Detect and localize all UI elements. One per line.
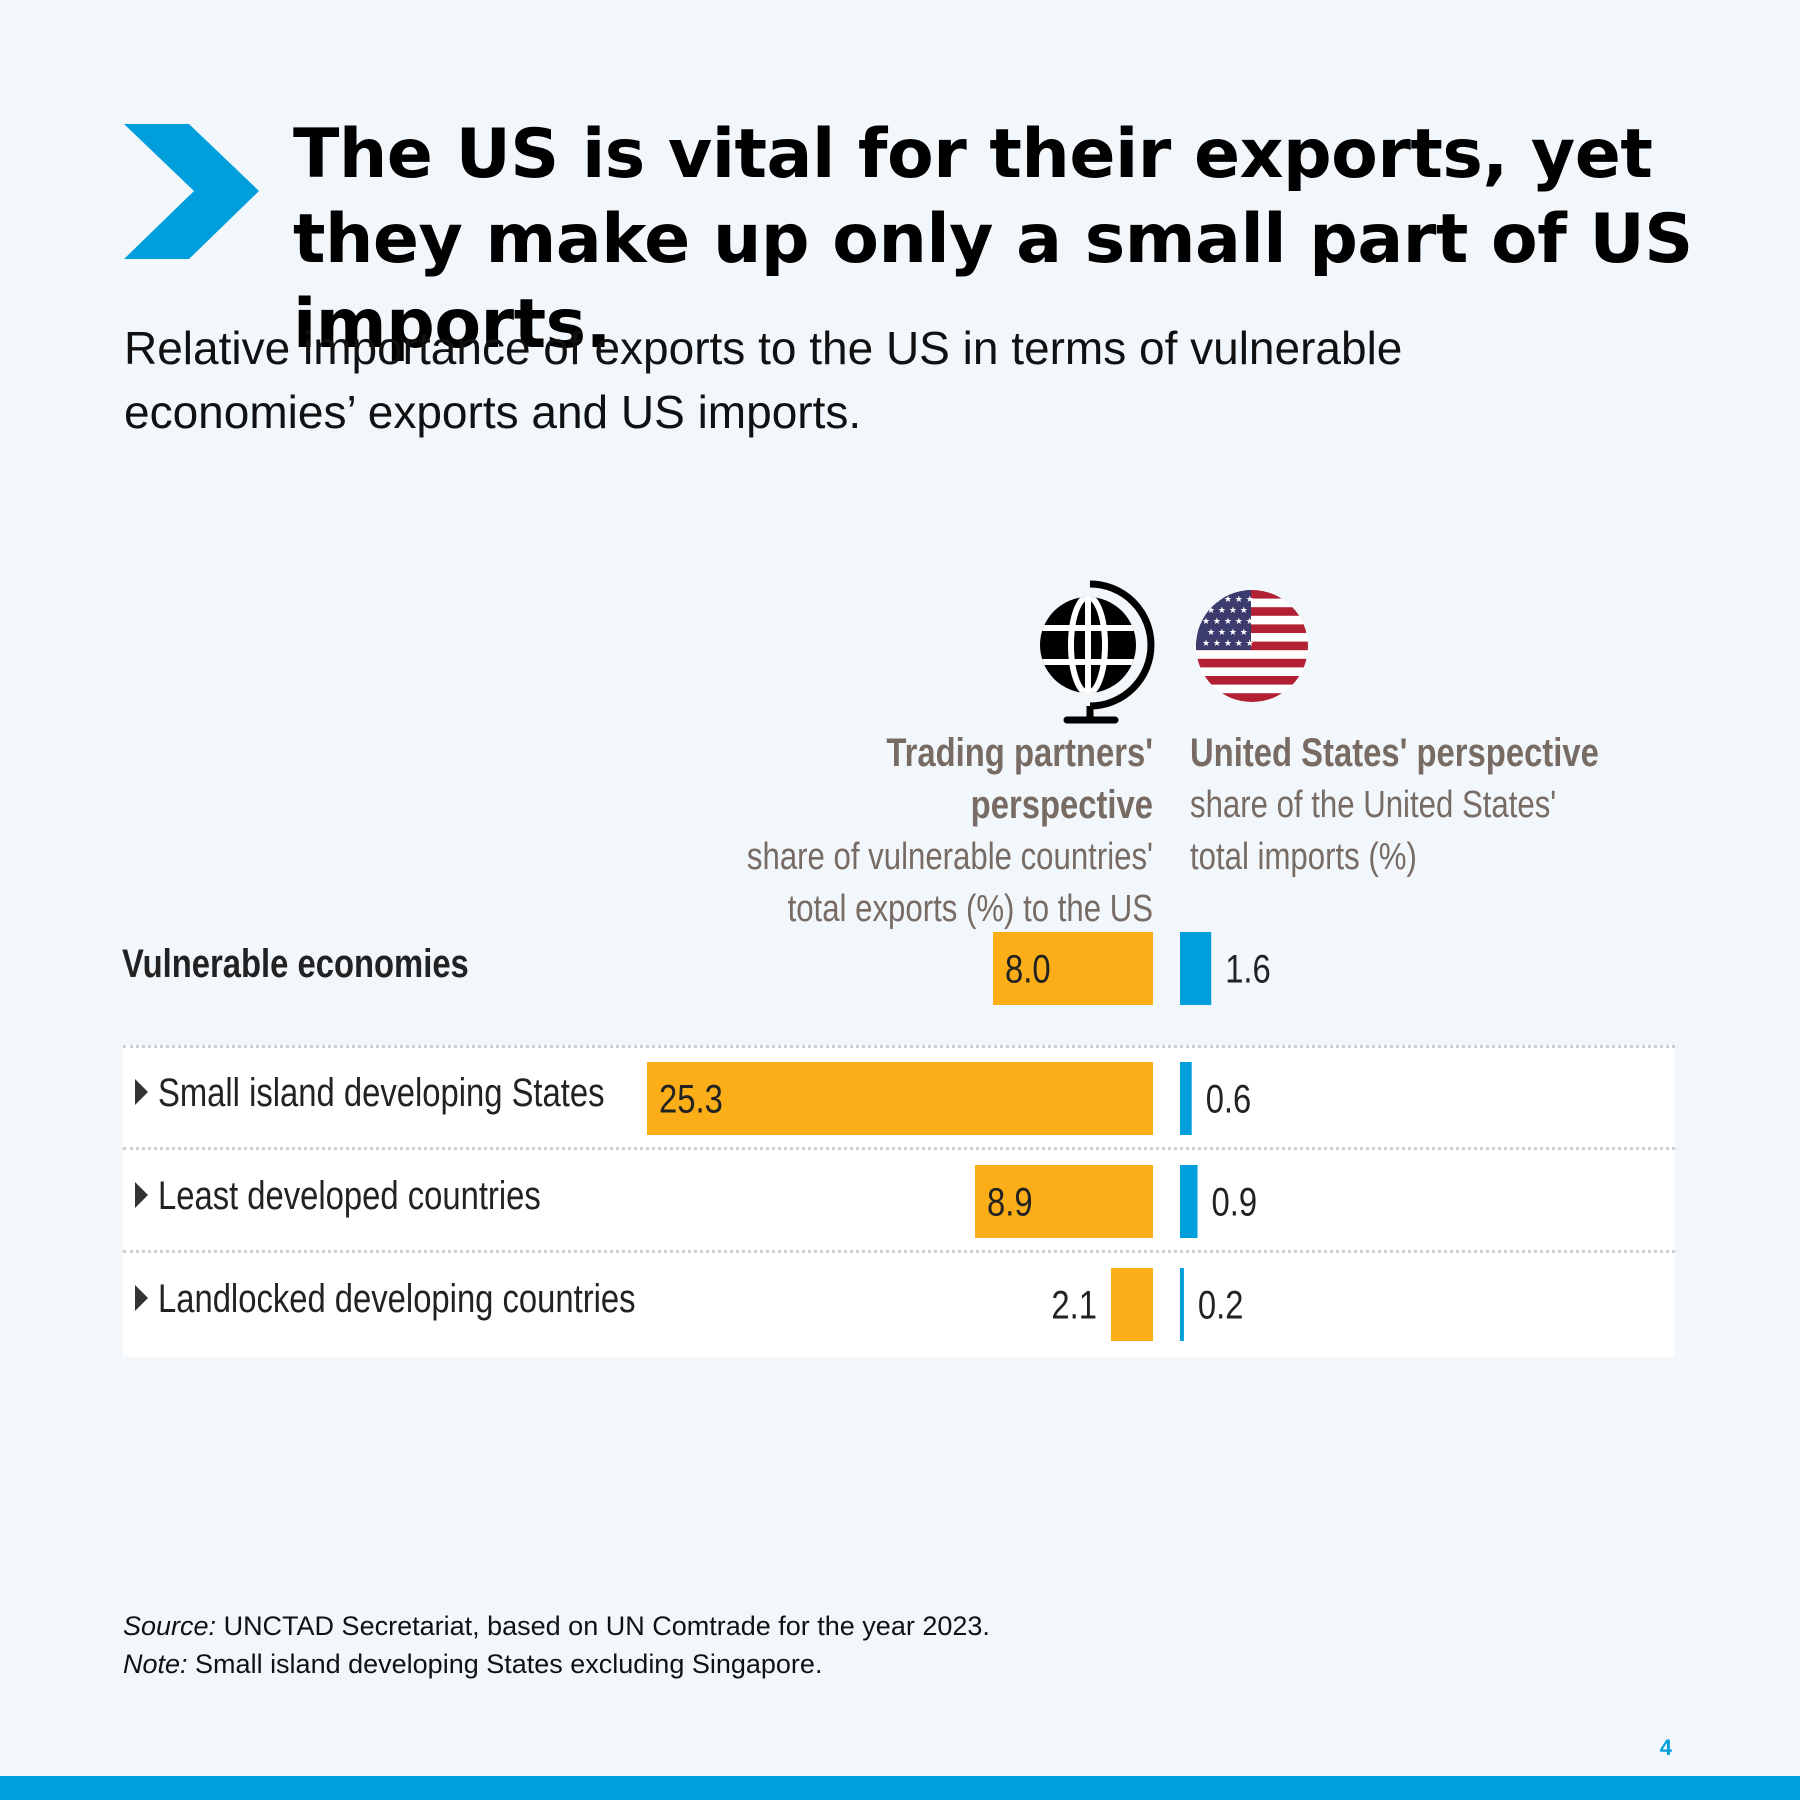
- note-label: Note:: [123, 1649, 188, 1679]
- svg-text:★ ★ ★ ★ ★: ★ ★ ★ ★ ★: [1202, 639, 1254, 649]
- exports-value-label: 2.1: [1051, 1282, 1097, 1327]
- svg-text:★ ★ ★ ★: ★ ★ ★ ★: [1207, 628, 1248, 638]
- headline: The US is vital for their exports, yet t…: [293, 115, 1693, 364]
- exports-value-label: 25.3: [659, 1076, 723, 1121]
- row-divider: [123, 1250, 1675, 1253]
- left-column-subtitle-1: share of vulnerable countries': [746, 836, 1153, 878]
- chevron-icon: [124, 124, 259, 259]
- left-column-subtitle-2: total exports (%) to the US: [787, 888, 1153, 930]
- right-column-subtitle-1: share of the United States': [1190, 784, 1557, 826]
- imports-value-label: 1.6: [1225, 946, 1271, 991]
- row-divider: [123, 1147, 1675, 1150]
- imports-bar: [1180, 1165, 1198, 1238]
- imports-value-label: 0.9: [1212, 1179, 1258, 1224]
- bottom-bar: [0, 1776, 1800, 1800]
- note-text: Small island developing States excluding…: [187, 1649, 823, 1679]
- imports-bar: [1180, 932, 1212, 1005]
- svg-text:★ ★ ★ ★ ★: ★ ★ ★ ★ ★: [1202, 617, 1254, 627]
- exports-value-label: 8.0: [1005, 946, 1051, 991]
- row-expand-icon: [135, 1079, 148, 1105]
- imports-bar: [1180, 1268, 1184, 1341]
- row-divider: [123, 1045, 1675, 1048]
- category-label: Vulnerable economies: [122, 941, 469, 986]
- source-label: Source:: [123, 1611, 217, 1641]
- exports-bar: [1111, 1268, 1153, 1341]
- exports-bar: [993, 932, 1153, 1005]
- us-flag-icon: ★ ★ ★ ★ ★ ★ ★ ★ ★ ★ ★ ★ ★ ★ ★ ★ ★ ★ ★ ★ …: [1196, 590, 1308, 702]
- globe-icon: [1040, 580, 1155, 724]
- exports-bar: [647, 1062, 1153, 1135]
- imports-value-label: 0.2: [1198, 1282, 1244, 1327]
- page-number: 4: [1659, 1735, 1672, 1760]
- category-label: Landlocked developing countries: [158, 1276, 636, 1321]
- row-expand-icon: [135, 1285, 148, 1311]
- svg-text:★ ★ ★ ★: ★ ★ ★ ★: [1207, 606, 1248, 616]
- svg-text:★ ★ ★ ★ ★: ★ ★ ★ ★ ★: [1202, 595, 1254, 605]
- source-text: UNCTAD Secretariat, based on UN Comtrade…: [216, 1611, 990, 1641]
- right-column-subtitle-2: total imports (%): [1190, 836, 1417, 878]
- right-column-header: United States' perspective share of the …: [1190, 727, 1710, 883]
- category-label: Least developed countries: [158, 1173, 541, 1218]
- imports-value-label: 0.6: [1206, 1076, 1252, 1121]
- exports-value-label: 8.9: [987, 1179, 1033, 1224]
- left-column-header: Trading partners' perspective share of v…: [633, 727, 1153, 935]
- row-expand-icon: [135, 1182, 148, 1208]
- left-column-title: Trading partners' perspective: [886, 731, 1153, 827]
- category-label: Small island developing States: [158, 1070, 605, 1115]
- exports-bar: [975, 1165, 1153, 1238]
- imports-bar: [1180, 1062, 1192, 1135]
- right-column-title: United States' perspective: [1190, 731, 1599, 775]
- subtitle: Relative importance of exports to the US…: [124, 322, 1403, 438]
- footer: Source: UNCTAD Secretariat, based on UN …: [123, 1607, 1623, 1683]
